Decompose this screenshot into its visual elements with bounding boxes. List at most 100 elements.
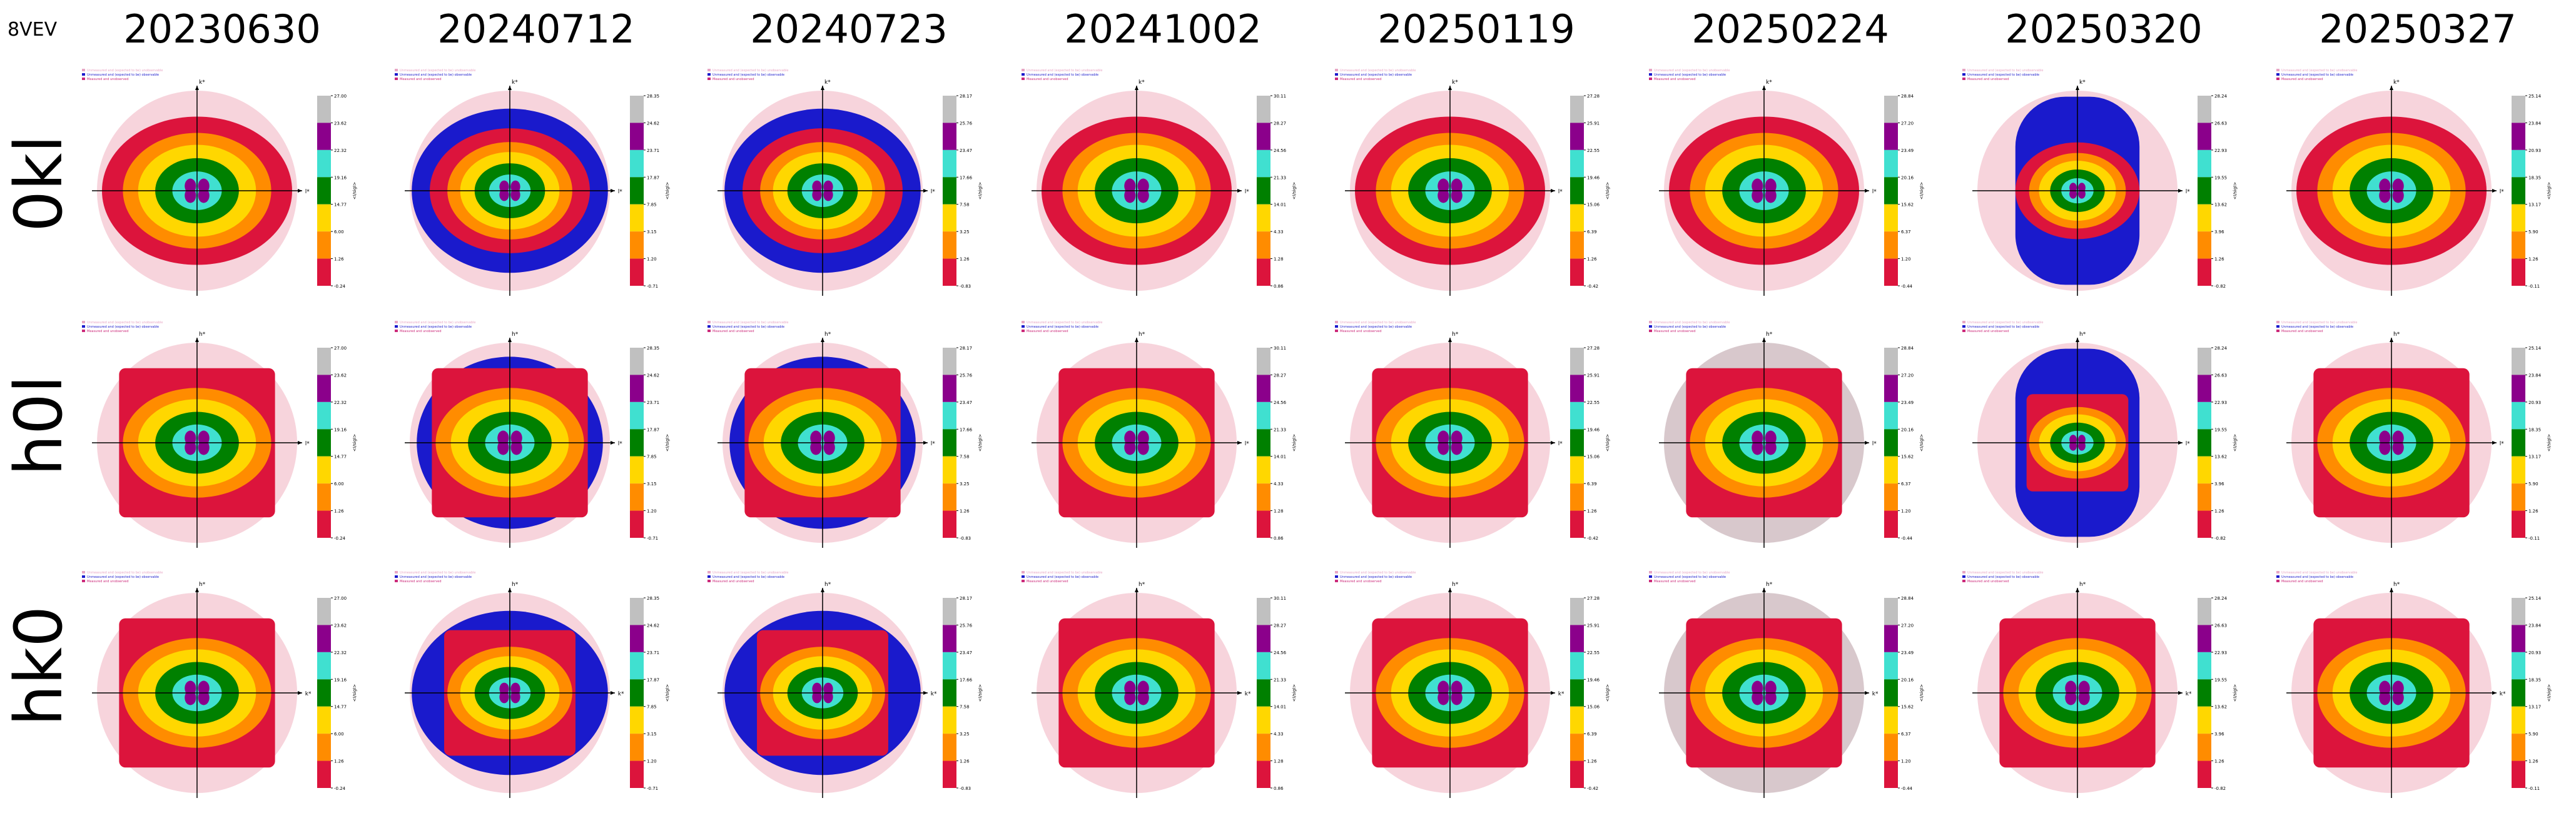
colorbar-segment xyxy=(1884,679,1898,707)
x-axis-label: l* xyxy=(2186,441,2191,447)
colorbar-segment xyxy=(1257,204,1270,232)
colorbar-tick-label: -0.83 xyxy=(960,536,971,541)
colorbar-segment xyxy=(1884,177,1898,204)
colorbar-tick-label: 7.85 xyxy=(647,705,657,710)
colorbar-segment xyxy=(1257,375,1270,402)
colorbar-tick-label: 28.27 xyxy=(1274,373,1286,378)
colorbar-tick-label: 22.55 xyxy=(1587,148,1600,153)
y-axis-label: k* xyxy=(512,79,518,86)
legend-swatch xyxy=(1022,321,1025,323)
band-purple xyxy=(1451,690,1463,705)
y-axis-arrow xyxy=(508,338,512,342)
colorbar-tick-label: 4.33 xyxy=(1274,732,1284,737)
colorbar-tick-label: -0.24 xyxy=(334,786,346,791)
legend-swatch xyxy=(1335,580,1338,582)
legend-swatch xyxy=(395,73,398,76)
colorbar-segment xyxy=(1570,734,1584,761)
colorbar-tick-label: 4.33 xyxy=(1274,230,1284,235)
column-title: 20241002 xyxy=(1064,6,1262,52)
x-axis-label: l* xyxy=(931,189,936,195)
band-purple xyxy=(510,690,520,704)
y-axis-arrow xyxy=(2390,338,2393,342)
colorbar-tick-label: 19.55 xyxy=(2214,175,2227,180)
colorbar-label: <I/sigI> xyxy=(665,182,670,199)
colorbar-tick-label: 17.87 xyxy=(647,175,659,180)
legend-entry: Unmeasured and (expected to be) unobserv… xyxy=(1340,321,1416,325)
colorbar-tick-label: 22.32 xyxy=(334,400,347,405)
legend-swatch xyxy=(1022,330,1025,332)
legend-entry: Measured and unobserved xyxy=(1654,330,1696,333)
colorbar-segment xyxy=(943,96,956,123)
colorbar-tick-label: 6.37 xyxy=(1901,482,1911,487)
colorbar-tick-label: 1.26 xyxy=(2214,759,2224,764)
colorbar-segment xyxy=(1884,483,1898,511)
x-axis-arrow xyxy=(2178,691,2183,695)
colorbar-segment xyxy=(317,483,331,511)
y-axis-label: h* xyxy=(2079,582,2086,588)
colorbar-segment xyxy=(2512,231,2525,259)
legend-entry: Unmeasured and (expected to be) unobserv… xyxy=(712,321,788,325)
colorbar-tick-label: 28.24 xyxy=(2214,94,2228,99)
colorbar-tick-label: 15.06 xyxy=(1587,203,1600,208)
y-axis-arrow xyxy=(2390,588,2393,592)
legend-entry: Measured and unobserved xyxy=(87,78,129,81)
y-axis-arrow xyxy=(1448,86,1452,90)
legend-entry: Measured and unobserved xyxy=(1340,330,1382,333)
band-purple xyxy=(510,188,520,201)
colorbar-tick-label: 15.62 xyxy=(1901,203,1914,208)
colorbar-tick-label: 27.28 xyxy=(1587,596,1600,601)
legend-swatch xyxy=(2276,571,2279,573)
legend-entry: Unmeasured and (expected to be) unobserv… xyxy=(1027,321,1102,325)
y-axis-arrow xyxy=(1135,338,1138,342)
colorbar-label: <I/sigI> xyxy=(352,434,357,452)
colorbar-segment xyxy=(1570,456,1584,484)
colorbar-segment xyxy=(630,258,644,286)
legend-entry: Unmeasured and (expected to be) unobserv… xyxy=(2281,69,2357,73)
zone-plot: l* h* Unmeasured and (expected to be) unob… xyxy=(1962,321,2238,548)
colorbar-tick-label: 17.66 xyxy=(960,677,973,682)
x-axis-label: l* xyxy=(2500,189,2505,195)
legend-entry: Unmeasured and (expected to be) observab… xyxy=(1654,73,1726,77)
colorbar-tick-label: 0.86 xyxy=(1274,786,1284,791)
x-axis-arrow xyxy=(2178,189,2183,193)
colorbar-tick-label: 25.76 xyxy=(960,373,973,378)
colorbar-label: <I/sigI> xyxy=(2547,182,2552,199)
colorbar-tick-label: 3.25 xyxy=(960,230,970,235)
colorbar-tick-label: 1.26 xyxy=(1587,759,1597,764)
colorbar-tick-label: 30.11 xyxy=(1274,596,1286,601)
colorbar-segment xyxy=(630,177,644,204)
legend-swatch xyxy=(1649,69,1652,71)
colorbar-segment xyxy=(1570,96,1584,123)
colorbar-segment xyxy=(1570,510,1584,538)
colorbar-segment xyxy=(1884,625,1898,652)
colorbar-tick-label: 27.00 xyxy=(334,94,347,99)
colorbar-tick-label: 1.20 xyxy=(1901,509,1911,514)
colorbar-label: <I/sigI> xyxy=(978,684,983,702)
band-purple xyxy=(2077,189,2086,199)
colorbar-tick-label: 14.01 xyxy=(1274,455,1286,460)
legend-entry: Unmeasured and (expected to be) unobserv… xyxy=(400,321,475,325)
colorbar-segment xyxy=(2512,510,2525,538)
legend-entry: Unmeasured and (expected to be) observab… xyxy=(2281,325,2353,329)
colorbar-segment xyxy=(1884,401,1898,430)
colorbar-segment xyxy=(943,483,956,511)
colorbar-segment xyxy=(630,625,644,652)
colorbar-tick-label: -0.44 xyxy=(1901,536,1913,541)
x-axis-label: l* xyxy=(2500,441,2505,447)
colorbar-tick-label: 6.37 xyxy=(1901,732,1911,737)
colorbar-tick-label: 6.00 xyxy=(334,482,344,487)
colorbar-segment xyxy=(943,510,956,538)
colorbar-tick-label: 13.17 xyxy=(2528,455,2541,460)
colorbar-segment xyxy=(2198,348,2211,375)
colorbar-tick-label: 7.85 xyxy=(647,455,657,460)
colorbar-segment xyxy=(630,429,644,457)
zone-plot: k* h* Unmeasured and (expected to be) unob… xyxy=(707,571,983,798)
legend-entry: Unmeasured and (expected to be) unobserv… xyxy=(87,321,163,325)
legend-entry: Unmeasured and (expected to be) observab… xyxy=(2281,73,2353,77)
colorbar-segment xyxy=(2198,177,2211,204)
legend-swatch xyxy=(1962,78,1965,80)
column-title: 20250327 xyxy=(2319,6,2517,52)
legend-entry: Unmeasured and (expected to be) observab… xyxy=(1967,73,2039,77)
colorbar-label: <I/sigI> xyxy=(1919,182,1924,199)
x-axis-arrow xyxy=(1551,441,1555,445)
